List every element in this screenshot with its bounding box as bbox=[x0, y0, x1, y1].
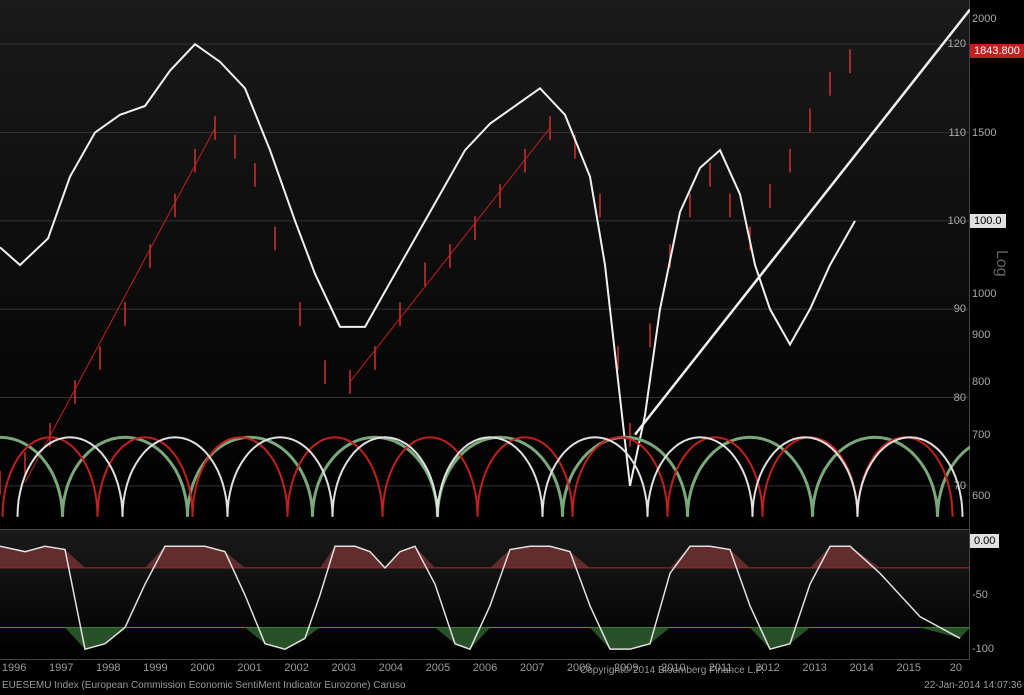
year-label: 1998 bbox=[96, 662, 120, 674]
bloomberg-chart: 1996 1997 1998 1999 2000 2001 2002 2003 2004 2005… bbox=[0, 0, 1024, 695]
sentiment-tick: 90 bbox=[916, 303, 966, 315]
price-tick: 1000 bbox=[972, 288, 996, 300]
sentiment-last-badge: 100.0 bbox=[970, 214, 1006, 228]
year-label: 2014 bbox=[849, 662, 873, 674]
price-tick: 900 bbox=[972, 329, 990, 341]
year-label: 2007 bbox=[520, 662, 544, 674]
year-label: 2005 bbox=[426, 662, 450, 674]
year-label: 2002 bbox=[284, 662, 308, 674]
year-label: 2000 bbox=[190, 662, 214, 674]
sentiment-tick: 110 bbox=[916, 127, 966, 139]
sentiment-tick: 80 bbox=[916, 392, 966, 404]
time-axis: 1996 1997 1998 1999 2000 2001 2002 2003 2004 2005… bbox=[0, 660, 970, 678]
oscillator-tick: -100 bbox=[972, 643, 994, 655]
year-label: 2006 bbox=[473, 662, 497, 674]
oscillator-tick: -50 bbox=[972, 589, 988, 601]
copyright-text: Copyright© 2014 Bloomberg Finance L.P. bbox=[580, 665, 764, 676]
last-price-badge: 1843.800 bbox=[970, 44, 1024, 58]
price-tick: 700 bbox=[972, 429, 990, 441]
year-label: 1996 bbox=[2, 662, 26, 674]
timestamp: 22-Jan-2014 14:07:36 bbox=[924, 680, 1022, 691]
year-label: 1997 bbox=[49, 662, 73, 674]
price-tick: 1500 bbox=[972, 127, 996, 139]
sentiment-tick: 70 bbox=[916, 480, 966, 492]
main-price-panel[interactable] bbox=[0, 0, 970, 530]
year-label: 1999 bbox=[143, 662, 167, 674]
price-tick: 800 bbox=[972, 376, 990, 388]
year-label: 2015 bbox=[897, 662, 921, 674]
sentiment-tick: 120 bbox=[916, 38, 966, 50]
instrument-name: EUESEMU Index (European Commission Econo… bbox=[2, 680, 406, 691]
log-scale-label: Log bbox=[992, 250, 1010, 277]
year-label: 2004 bbox=[379, 662, 403, 674]
price-tick: 600 bbox=[972, 490, 990, 502]
sentiment-tick: 100 bbox=[916, 215, 966, 227]
year-label: 2013 bbox=[802, 662, 826, 674]
year-label: 2001 bbox=[237, 662, 261, 674]
year-label: 20 bbox=[950, 662, 962, 674]
price-axis: Log 708090100110120600700800900100015002… bbox=[970, 0, 1024, 660]
oscillator-panel[interactable] bbox=[0, 530, 970, 660]
oscillator-last-badge: 0.00 bbox=[970, 534, 999, 548]
price-tick: 2000 bbox=[972, 13, 996, 25]
year-label: 2003 bbox=[331, 662, 355, 674]
